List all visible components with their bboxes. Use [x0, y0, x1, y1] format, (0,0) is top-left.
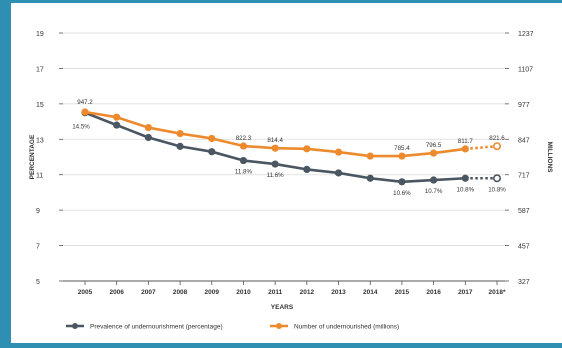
data-point — [366, 152, 374, 160]
data-point — [461, 145, 469, 153]
data-label: 821.6 — [489, 135, 505, 142]
data-point — [461, 174, 469, 182]
right-tick-label: 587 — [518, 208, 530, 215]
data-label: 785.4 — [394, 145, 410, 152]
right-tick-label: 327 — [518, 279, 530, 286]
frame-top-border — [0, 0, 562, 3]
x-tick-label: 2010 — [236, 289, 251, 296]
data-label: 796.5 — [426, 142, 442, 149]
data-point — [303, 165, 311, 173]
data-label: 14.5% — [72, 124, 90, 131]
data-label: 822.3 — [236, 135, 252, 142]
data-label: 10.7% — [425, 188, 443, 195]
data-point — [81, 108, 89, 116]
data-point — [303, 145, 311, 153]
x-tick-label: 2018* — [489, 289, 506, 296]
x-tick-label: 2012 — [300, 289, 315, 296]
x-tick-label: 2009 — [205, 289, 220, 296]
right-tick-label: 1237 — [518, 31, 534, 38]
data-point — [144, 133, 152, 142]
left-tick-label: 13 — [36, 137, 44, 144]
series-projection-line-1 — [465, 144, 498, 151]
x-tick-label: 2017 — [458, 289, 473, 296]
data-point — [430, 176, 438, 184]
data-point — [334, 148, 343, 156]
right-tick-label: 977 — [518, 102, 530, 109]
x-tick-label: 2011 — [268, 289, 282, 296]
data-point — [398, 178, 406, 186]
data-point — [430, 149, 438, 157]
data-point — [492, 142, 501, 151]
data-point — [271, 144, 279, 152]
x-tick-label: 2014 — [363, 289, 378, 296]
left-tick-label: 15 — [36, 102, 44, 109]
frame-left-border — [0, 0, 11, 348]
legend-swatch-marker — [72, 323, 78, 329]
x-tick-label: 2013 — [331, 289, 346, 296]
right-tick-label: 717 — [518, 173, 530, 180]
data-point — [239, 142, 248, 150]
data-point — [239, 156, 248, 165]
x-tick-label: 2016 — [426, 289, 441, 296]
x-tick-label: 2007 — [141, 289, 156, 296]
legend-label: Number of undernourished (millions) — [294, 324, 399, 331]
data-label: 811.7 — [458, 138, 474, 145]
right-tick-label: 1107 — [518, 66, 533, 73]
data-point — [366, 174, 374, 182]
x-tick-label: 2005 — [78, 289, 93, 296]
data-label: 814.4 — [267, 137, 283, 144]
x-tick-label: 2015 — [395, 289, 410, 296]
data-label: 11.6% — [267, 172, 285, 179]
data-point — [271, 160, 279, 168]
data-label: 10.8% — [457, 186, 475, 193]
left-tick-label: 19 — [36, 31, 44, 38]
x-tick-label: 2008 — [173, 289, 188, 296]
data-label: 11.8% — [235, 169, 253, 176]
left-tick-label: 17 — [36, 66, 44, 73]
data-label: 947.2 — [77, 99, 93, 106]
y-axis-title-right: MILLIONS — [546, 141, 553, 173]
frame-bottom-border — [0, 343, 562, 348]
x-axis-title: YEARS — [271, 304, 294, 311]
data-point — [176, 129, 184, 138]
data-point — [492, 174, 501, 183]
data-point — [398, 152, 406, 160]
legend-swatch-marker — [276, 323, 282, 329]
data-point — [334, 169, 343, 177]
left-tick-label: 11 — [36, 173, 43, 180]
data-point — [208, 134, 216, 143]
right-tick-label: 457 — [518, 244, 530, 251]
left-tick-label: 9 — [36, 208, 40, 215]
data-point — [208, 148, 216, 156]
data-label: 10.8% — [488, 186, 506, 193]
data-point — [144, 123, 152, 132]
left-tick-label: 7 — [36, 244, 40, 251]
y-axis-title-left: PERCENTAGE — [29, 134, 36, 179]
legend-label: Prevalence of undernourishment (percenta… — [90, 324, 223, 331]
right-tick-label: 847 — [518, 137, 530, 144]
x-tick-label: 2006 — [109, 289, 124, 296]
data-point — [113, 121, 121, 129]
data-point — [113, 113, 121, 121]
data-point — [176, 142, 184, 150]
left-tick-label: 5 — [36, 279, 40, 286]
data-label: 10.6% — [393, 190, 411, 197]
